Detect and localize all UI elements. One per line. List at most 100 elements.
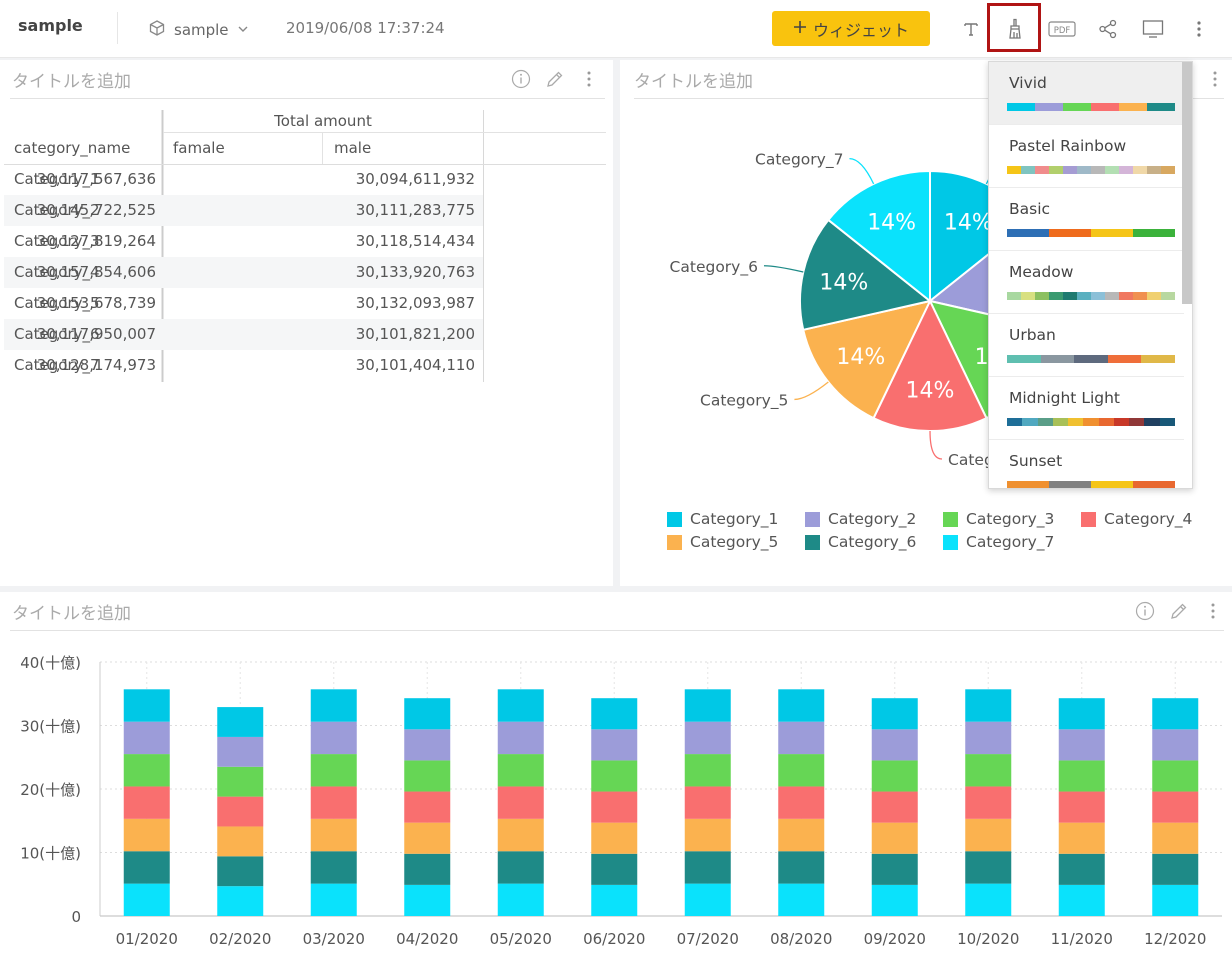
bar-segment[interactable] [871, 791, 918, 823]
table-row[interactable]: Category_5 30,153,678,739 30,132,093,987 [4, 288, 483, 319]
palette-option[interactable]: Vivid [989, 62, 1184, 125]
bar-segment[interactable] [310, 851, 357, 884]
table-widget-title[interactable]: タイトルを追加 [12, 72, 131, 92]
bar-segment[interactable] [1058, 822, 1105, 854]
paintbrush-icon[interactable] [1003, 18, 1027, 40]
dashboard-title[interactable]: sample [18, 16, 83, 35]
bar-segment[interactable] [217, 796, 264, 827]
bar-segment[interactable] [871, 729, 918, 761]
bar-segment[interactable] [123, 818, 170, 852]
bar-segment[interactable] [1058, 760, 1105, 792]
legend-item[interactable]: Category_5 [667, 533, 778, 551]
palette-option[interactable]: Meadow [989, 251, 1184, 314]
bar-segment[interactable] [1152, 729, 1199, 761]
bar-segment[interactable] [778, 818, 825, 852]
table-row[interactable]: Category_4 30,157,854,606 30,133,920,763 [4, 257, 483, 288]
legend-item[interactable]: Category_3 [943, 510, 1054, 528]
bar-segment[interactable] [684, 883, 731, 916]
column-header-male[interactable]: male [334, 139, 372, 157]
bar-segment[interactable] [684, 754, 731, 787]
bar-segment[interactable] [123, 754, 170, 787]
add-widget-button[interactable]: ウィジェット [772, 11, 930, 46]
more-vertical-icon[interactable] [578, 68, 600, 90]
legend-item[interactable]: Category_1 [667, 510, 778, 528]
bar-segment[interactable] [871, 853, 918, 885]
bar-segment[interactable] [591, 791, 638, 823]
bar-segment[interactable] [591, 760, 638, 792]
column-header-female[interactable]: famale [173, 139, 225, 157]
text-icon[interactable] [959, 18, 983, 40]
legend-item[interactable]: Category_2 [805, 510, 916, 528]
legend-item[interactable]: Category_4 [1081, 510, 1192, 528]
bar-segment[interactable] [591, 853, 638, 885]
bar-segment[interactable] [1058, 698, 1105, 730]
bar-segment[interactable] [217, 736, 264, 767]
bar-segment[interactable] [1058, 884, 1105, 916]
bar-segment[interactable] [684, 786, 731, 819]
palette-option[interactable]: Urban [989, 314, 1184, 377]
bar-segment[interactable] [497, 721, 544, 755]
bar-segment[interactable] [591, 729, 638, 761]
bar-segment[interactable] [1152, 884, 1199, 916]
bar-segment[interactable] [404, 822, 451, 854]
table-row[interactable]: Category_6 30,117,950,007 30,101,821,200 [4, 319, 483, 350]
menu-scrollbar[interactable] [1182, 62, 1192, 304]
bar-segment[interactable] [684, 851, 731, 884]
table-row[interactable]: Category_3 30,127,819,264 30,118,514,434 [4, 226, 483, 257]
legend-item[interactable]: Category_7 [943, 533, 1054, 551]
palette-option[interactable]: Sunset [989, 440, 1184, 488]
pie-widget-title[interactable]: タイトルを追加 [634, 72, 753, 92]
column-header-category[interactable]: category_name [14, 139, 131, 157]
table-row[interactable]: Category_1 30,117,567,636 30,094,611,932 [4, 164, 483, 195]
bar-segment[interactable] [217, 856, 264, 887]
bar-segment[interactable] [1152, 760, 1199, 792]
bar-segment[interactable] [123, 721, 170, 755]
bar-segment[interactable] [497, 754, 544, 787]
bar-segment[interactable] [404, 698, 451, 730]
bar-segment[interactable] [217, 766, 264, 797]
bar-segment[interactable] [591, 884, 638, 916]
palette-option[interactable]: Basic [989, 188, 1184, 251]
bar-segment[interactable] [778, 851, 825, 884]
bar-segment[interactable] [1152, 698, 1199, 730]
pie-slice-7[interactable] [826, 169, 931, 304]
bar-segment[interactable] [1152, 853, 1199, 885]
bar-segment[interactable] [310, 818, 357, 852]
bar-segment[interactable] [1058, 853, 1105, 885]
bar-segment[interactable] [684, 721, 731, 755]
bar-widget-title[interactable]: タイトルを追加 [12, 604, 131, 624]
bar-segment[interactable] [871, 760, 918, 792]
bar-segment[interactable] [965, 754, 1012, 787]
bar-segment[interactable] [123, 786, 170, 819]
more-vertical-icon[interactable] [1202, 600, 1224, 622]
monitor-icon[interactable] [1141, 18, 1165, 40]
pie-slice-4[interactable] [872, 298, 988, 432]
bar-segment[interactable] [217, 826, 264, 857]
bar-segment[interactable] [123, 883, 170, 916]
bar-segment[interactable] [965, 786, 1012, 819]
bar-segment[interactable] [310, 721, 357, 755]
bar-segment[interactable] [217, 707, 264, 737]
bar-segment[interactable] [871, 884, 918, 916]
bar-segment[interactable] [778, 883, 825, 916]
bar-segment[interactable] [591, 822, 638, 854]
bar-segment[interactable] [404, 853, 451, 885]
edit-icon[interactable] [1168, 600, 1190, 622]
bar-segment[interactable] [778, 721, 825, 755]
bar-segment[interactable] [123, 689, 170, 722]
share-icon[interactable] [1096, 18, 1120, 40]
bar-segment[interactable] [310, 786, 357, 819]
bar-segment[interactable] [778, 754, 825, 787]
bar-segment[interactable] [1058, 791, 1105, 823]
bar-segment[interactable] [591, 698, 638, 730]
bar-segment[interactable] [965, 818, 1012, 852]
bar-segment[interactable] [310, 754, 357, 787]
more-vertical-icon[interactable] [1187, 18, 1211, 40]
bar-segment[interactable] [1058, 729, 1105, 761]
bar-segment[interactable] [123, 851, 170, 884]
bar-segment[interactable] [404, 884, 451, 916]
datasource-selector[interactable]: sample [148, 19, 249, 41]
bar-segment[interactable] [965, 689, 1012, 722]
bar-segment[interactable] [965, 883, 1012, 916]
bar-segment[interactable] [965, 851, 1012, 884]
